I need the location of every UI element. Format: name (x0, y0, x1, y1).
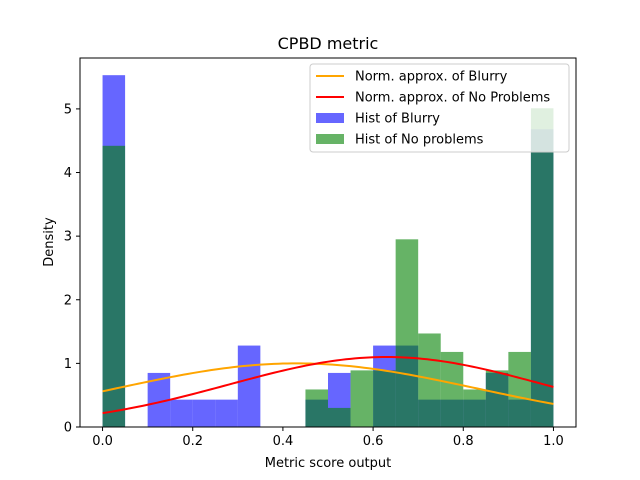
bar-no-problems-9 (305, 389, 328, 427)
bar-blurry-3 (170, 399, 193, 427)
legend-patch-swatch (316, 134, 344, 144)
normal-curve-no-problems (102, 356, 554, 415)
y-axis-ticks: 0 1 2 3 4 5 (64, 102, 80, 436)
y-tick-label: 5 (64, 102, 72, 117)
normal-curves (102, 356, 554, 415)
legend-box (309, 63, 570, 153)
bar-no-problems-18 (508, 351, 531, 427)
bar-no-problems-19 (530, 108, 554, 427)
x-axis-ticks: 0.0 0.2 0.4 0.6 0.8 1.0 (92, 427, 564, 449)
bar-no-problems-17 (485, 370, 509, 427)
histogram-bars (102, 75, 554, 428)
bar-no-problems-11 (350, 370, 374, 427)
x-tick-label: 0.8 (453, 434, 474, 449)
bar-blurry-2 (147, 372, 171, 427)
y-tick-label: 4 (64, 166, 72, 181)
legend-label: Hist of No problems (355, 133, 484, 148)
y-tick-label: 3 (64, 230, 72, 245)
x-tick-label: 1.0 (543, 434, 564, 449)
legend: Norm. approx. of Blurry Norm. approx. of … (309, 63, 570, 153)
bar-blurry-4 (192, 399, 216, 427)
x-tick-label: 0.0 (92, 434, 113, 449)
legend-label: Norm. approx. of Blurry (355, 70, 508, 85)
legend-label: Norm. approx. of No Problems (355, 91, 550, 106)
y-axis-label: Density (42, 217, 57, 267)
bar-no-problems-10 (328, 407, 351, 427)
x-tick-label: 0.2 (182, 434, 203, 449)
bar-no-problems-13 (395, 239, 419, 427)
y-tick-label: 0 (64, 421, 72, 436)
bar-no-problems-0 (102, 145, 126, 427)
legend-patch-swatch (316, 113, 344, 123)
plot-frame (79, 57, 577, 428)
y-tick-label: 1 (64, 357, 72, 372)
bar-no-problems-12 (373, 370, 396, 427)
bar-blurry-5 (215, 399, 238, 427)
x-tick-label: 0.6 (363, 434, 384, 449)
bar-no-problems-16 (463, 389, 486, 427)
x-tick-label: 0.4 (273, 434, 294, 449)
normal-curve-blurry (102, 362, 554, 405)
legend-label: Hist of Blurry (355, 112, 440, 127)
chart-title: CPBD metric (278, 34, 379, 53)
x-axis-label: Metric score output (265, 456, 392, 471)
y-tick-label: 2 (64, 293, 72, 308)
bar-blurry-6 (237, 345, 261, 427)
bar-no-problems-14 (418, 333, 441, 427)
bar-no-problems-15 (440, 351, 464, 427)
